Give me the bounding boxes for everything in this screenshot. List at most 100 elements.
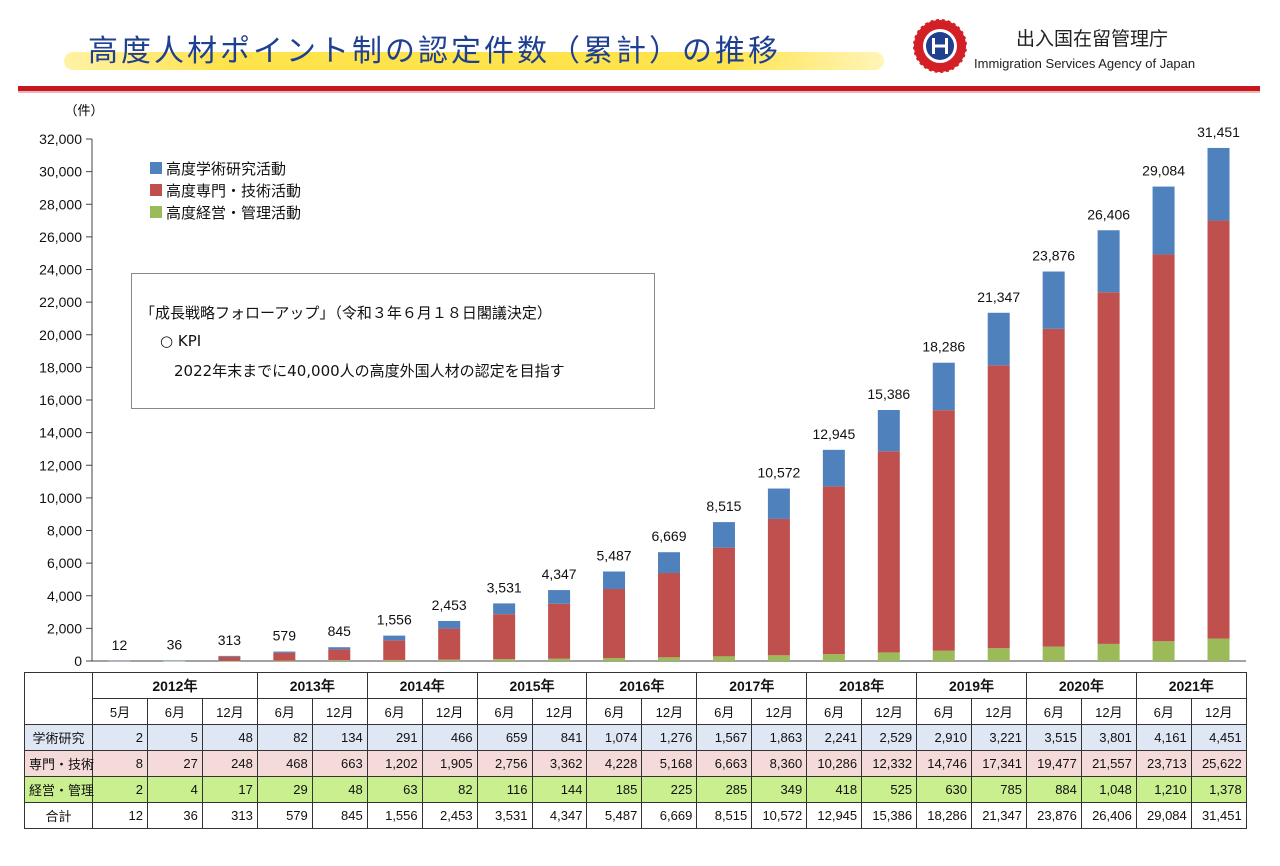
table-cell: 3,531 <box>476 802 533 829</box>
table-cell: 663 <box>311 750 368 777</box>
table-year-header: 2014年 <box>366 672 478 699</box>
bar-segment-academic <box>163 660 186 662</box>
table-cell: 1,048 <box>1080 776 1137 803</box>
y-tick-label: 20,000 <box>39 327 82 343</box>
bar-total-label: 15,386 <box>867 386 910 402</box>
y-tick-label: 32,000 <box>39 131 82 147</box>
table-cell: 82 <box>421 776 478 803</box>
bar-segment-academic <box>1042 271 1065 329</box>
header: 高度人材ポイント制の認定件数（累計）の推移 出入国在留管理庁 Immigrati… <box>0 0 1280 96</box>
table-month-header: 6月 <box>916 698 973 725</box>
table-cell: 10,572 <box>751 802 808 829</box>
bar-segment-academic <box>658 552 680 574</box>
table-cell: 2 <box>92 724 148 751</box>
table-cell: 8 <box>92 750 148 777</box>
table-cell: 21,557 <box>1080 750 1137 777</box>
bar-segment-academic <box>822 449 845 487</box>
bar-total-label: 579 <box>273 628 297 644</box>
table-cell: 15,386 <box>861 802 918 829</box>
agency-logo-icon <box>912 18 968 74</box>
legend-swatch-professional <box>150 184 162 196</box>
y-tick-label: 26,000 <box>39 229 82 245</box>
kpi-label: ○ KPI <box>160 332 202 350</box>
y-tick-label: 4,000 <box>47 588 82 604</box>
bar-total-label: 18,286 <box>922 339 965 355</box>
agency-name-en: Immigration Services Agency of Japan <box>974 56 1196 71</box>
table-cell: 2,241 <box>806 724 863 751</box>
bar-segment-academic <box>493 603 516 615</box>
table-cell: 659 <box>476 724 533 751</box>
bar-segment-professional <box>1207 220 1230 639</box>
y-tick-label: 24,000 <box>39 262 82 278</box>
table-cell: 8,515 <box>696 802 753 829</box>
table-month-header: 6月 <box>1025 698 1082 725</box>
bar-segment-management <box>273 660 296 662</box>
table-cell: 1,905 <box>421 750 478 777</box>
bar-segment-professional <box>932 410 955 651</box>
table-cell: 468 <box>256 750 313 777</box>
table-cell: 27 <box>146 750 203 777</box>
table-cell: 48 <box>201 724 258 751</box>
bar-segment-management <box>1152 641 1175 661</box>
table-cell: 18,286 <box>916 802 973 829</box>
bar-total-label: 2,453 <box>432 597 467 613</box>
bar-segment-management <box>658 657 680 661</box>
bar-segment-management <box>218 660 241 662</box>
y-tick-label: 16,000 <box>39 392 82 408</box>
table-cell: 29 <box>256 776 313 803</box>
table-cell: 2,756 <box>476 750 533 777</box>
table-month-header: 6月 <box>806 698 863 725</box>
table-cell: 4,347 <box>531 802 588 829</box>
table-cell: 1,276 <box>641 724 698 751</box>
legend-swatch-management <box>150 206 162 218</box>
table-cell: 82 <box>256 724 313 751</box>
page-title: 高度人材ポイント制の認定件数（累計）の推移 <box>88 34 781 69</box>
bar-total-label: 23,876 <box>1032 248 1075 264</box>
table-cell: 579 <box>256 802 313 829</box>
bar-segment-academic <box>712 522 735 548</box>
table-year-header: 2015年 <box>476 672 588 699</box>
y-tick-label: 12,000 <box>39 457 82 473</box>
table-cell: 3,362 <box>531 750 588 777</box>
title-highlight <box>64 52 884 70</box>
table-cell: 1,202 <box>366 750 423 777</box>
table-cell: 525 <box>861 776 918 803</box>
table-month-header: 12月 <box>421 698 478 725</box>
legend-item-management: 高度経営・管理活動 <box>150 201 301 223</box>
table-cell: 14,746 <box>916 750 973 777</box>
bar-segment-academic <box>438 620 461 629</box>
bar-segment-management <box>767 655 790 661</box>
bar-segment-management <box>163 660 186 662</box>
y-tick-label: 8,000 <box>47 523 82 539</box>
bar-total-label: 313 <box>218 632 242 648</box>
table-month-header: 12月 <box>531 698 588 725</box>
table-cell: 17 <box>201 776 258 803</box>
table-cell: 884 <box>1025 776 1082 803</box>
table-cell: 12,332 <box>861 750 918 777</box>
bar-segment-professional <box>767 518 790 656</box>
table-cell: 4,228 <box>586 750 643 777</box>
table-cell: 466 <box>421 724 478 751</box>
header-divider-shadow <box>18 91 1260 93</box>
table-cell: 19,477 <box>1025 750 1082 777</box>
table-cell: 144 <box>531 776 588 803</box>
table-cell: 1,378 <box>1190 776 1247 803</box>
table-cell: 5 <box>146 724 203 751</box>
table-month-header: 12月 <box>311 698 368 725</box>
table-cell: 63 <box>366 776 423 803</box>
table-cell: 2,453 <box>421 802 478 829</box>
y-tick-label: 10,000 <box>39 490 82 506</box>
table-cell: 4,451 <box>1190 724 1247 751</box>
table-month-header: 12月 <box>641 698 698 725</box>
bar-segment-management <box>1042 646 1065 661</box>
table-month-header: 6月 <box>256 698 313 725</box>
bar-segment-academic <box>1152 186 1175 255</box>
table-cell: 2,910 <box>916 724 973 751</box>
table-month-header: 12月 <box>751 698 808 725</box>
table-cell: 349 <box>751 776 808 803</box>
table-month-header: 6月 <box>586 698 643 725</box>
table-cell: 21,347 <box>971 802 1027 829</box>
table-row-label: 専門・技術 <box>24 750 94 777</box>
logo-petals <box>912 18 968 74</box>
data-table: 2012年 2013年 2014年 2015年 2016年 2017年 2018年 2019年… <box>24 672 1247 829</box>
